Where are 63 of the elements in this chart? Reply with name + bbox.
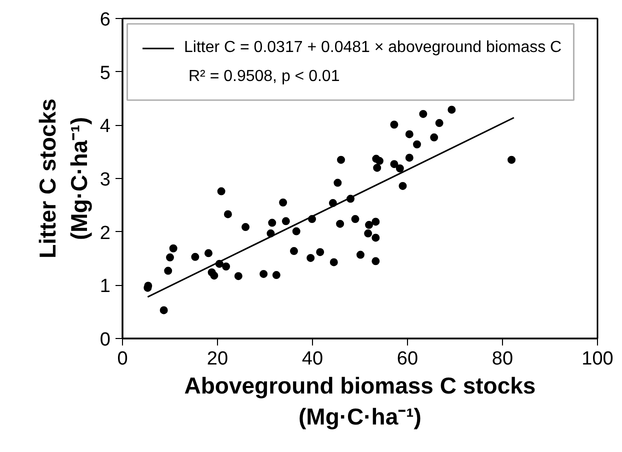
- point: [191, 252, 200, 261]
- y-axis-title: Litter C stocks (Mg·C·ha⁻¹): [34, 98, 92, 258]
- point: [373, 164, 382, 172]
- point: [334, 178, 342, 187]
- point: [419, 110, 428, 118]
- point: [224, 210, 232, 218]
- point: [260, 270, 268, 278]
- point: [279, 198, 288, 206]
- x-tick-label: 20: [206, 348, 228, 370]
- point: [316, 248, 324, 256]
- point: [242, 223, 250, 232]
- point: [448, 106, 456, 114]
- y-tick-label: 3: [100, 170, 111, 190]
- point: [365, 220, 374, 229]
- point: [306, 254, 315, 262]
- x-tick-label: 80: [492, 348, 514, 370]
- y-tick-label: 1: [100, 276, 111, 298]
- point: [160, 306, 168, 314]
- point: [372, 218, 380, 226]
- point: [234, 272, 242, 280]
- point: [405, 130, 414, 138]
- point: [364, 229, 372, 238]
- point: [336, 220, 344, 228]
- y-tick-label: 4: [100, 116, 111, 138]
- point: [413, 140, 421, 148]
- x-tick-label: 100: [582, 348, 614, 370]
- point: [390, 120, 398, 129]
- legend-label: Litter C = 0.0317 + 0.0481 × aboveground biomass C: [184, 39, 562, 57]
- x-tick-label: 60: [396, 348, 418, 370]
- x-axis-title: Aboveground biomass C stocks (Mg·C·ha⁻¹): [184, 372, 536, 430]
- point: [356, 250, 364, 259]
- point: [351, 215, 360, 224]
- point: [268, 218, 276, 227]
- point: [396, 164, 404, 172]
- point: [217, 187, 226, 196]
- point: [405, 154, 414, 162]
- point: [372, 234, 380, 242]
- point: [330, 258, 338, 266]
- point: [164, 266, 172, 275]
- point: [430, 133, 438, 142]
- point: [337, 156, 345, 164]
- point: [372, 257, 380, 266]
- point: [204, 249, 212, 258]
- point: [282, 217, 290, 226]
- point: [210, 272, 218, 280]
- point: [435, 119, 444, 128]
- y-tick-label: 0: [100, 330, 111, 350]
- y-tick-label: 6: [100, 10, 111, 30]
- x-tick-label: 0: [117, 348, 128, 370]
- point: [398, 182, 407, 190]
- y-tick-label: 5: [100, 62, 111, 84]
- point: [222, 262, 230, 270]
- point: [390, 160, 398, 168]
- point: [169, 244, 178, 252]
- point: [272, 271, 280, 280]
- point: [290, 247, 298, 256]
- point: [375, 156, 384, 165]
- point: [166, 253, 174, 262]
- annotation: R² = 0.9508, p < 0.01: [188, 68, 340, 85]
- y-tick-label: 2: [100, 222, 111, 244]
- point: [508, 156, 516, 164]
- point: [292, 227, 300, 236]
- x-tick-label: 40: [302, 348, 324, 370]
